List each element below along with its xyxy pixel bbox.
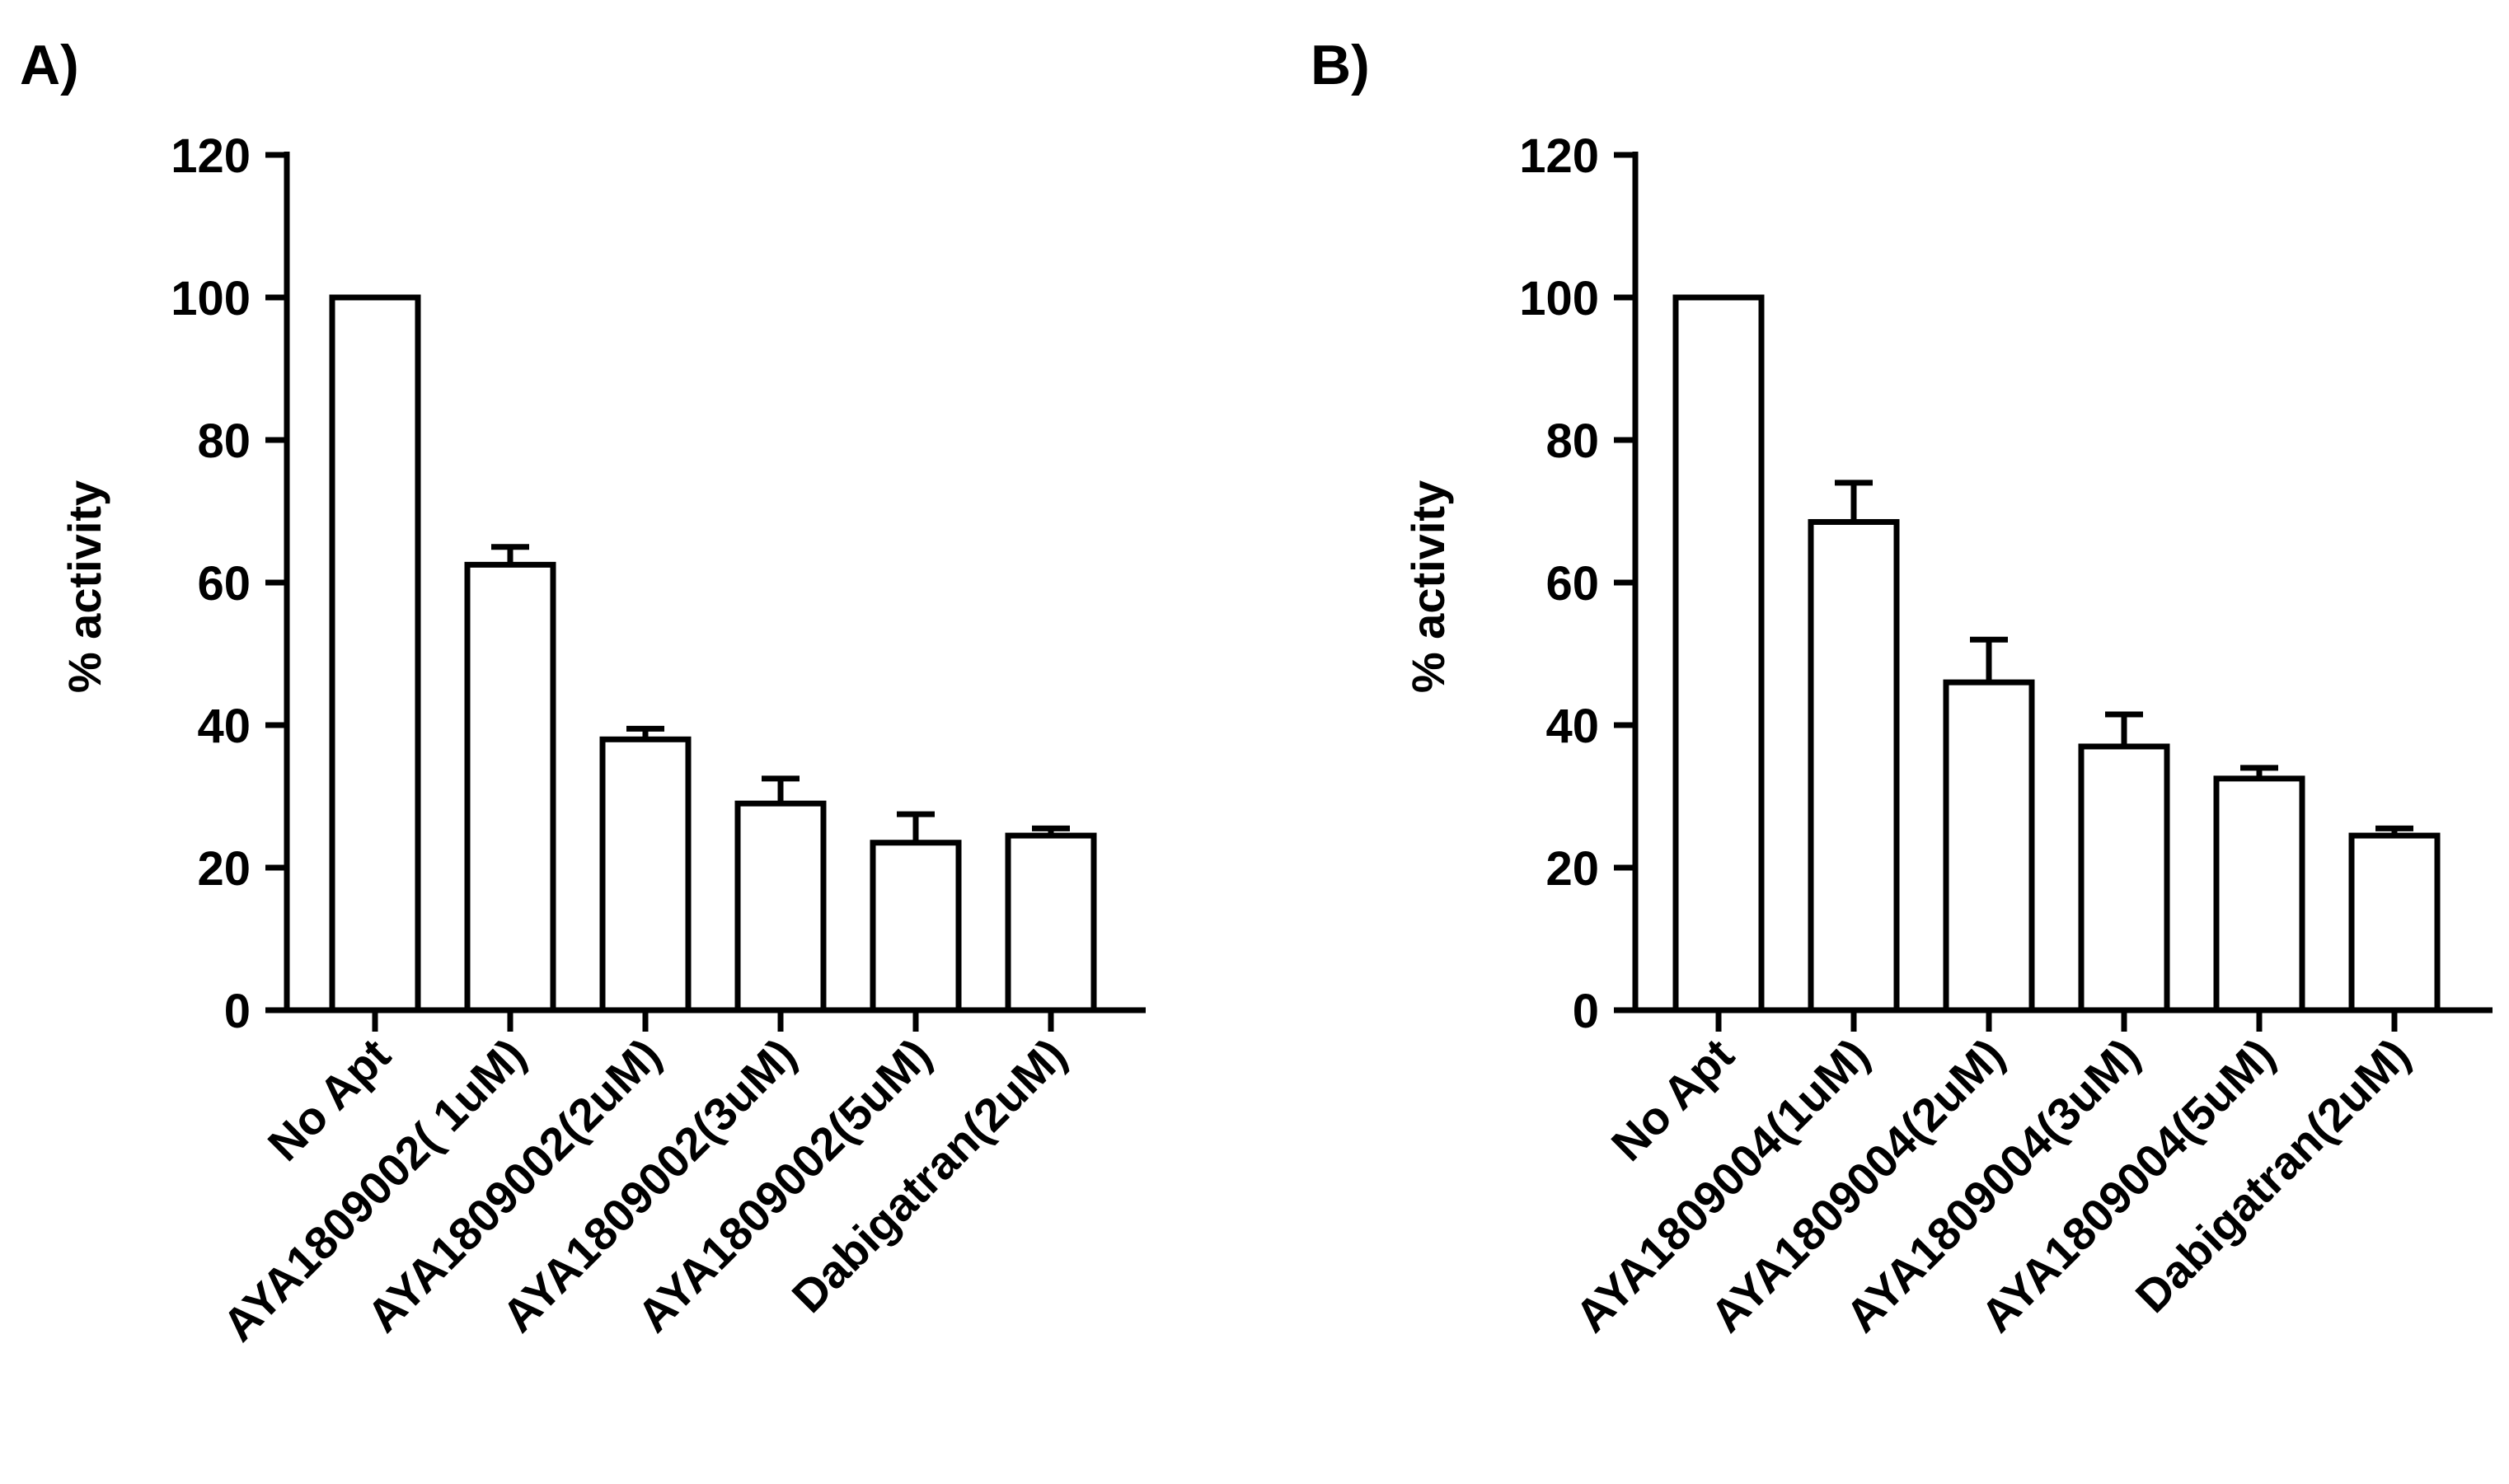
y-axis-title-b: % activity bbox=[1402, 480, 1454, 693]
y-tick-label-a: 0 bbox=[224, 985, 251, 1038]
y-tick-label-b: 40 bbox=[1545, 700, 1599, 753]
y-tick-label-b: 120 bbox=[1519, 129, 1599, 183]
y-tick-label-a: 20 bbox=[197, 842, 251, 896]
bar-b bbox=[1672, 294, 1765, 1014]
bar-a bbox=[1005, 832, 1097, 1014]
bar-b bbox=[1943, 679, 2035, 1014]
bar-a bbox=[734, 800, 827, 1014]
bar-b bbox=[1808, 518, 1900, 1014]
y-tick-label-b: 100 bbox=[1519, 272, 1599, 325]
y-tick-label-a: 80 bbox=[197, 414, 251, 468]
panel-label-b: B) bbox=[1311, 34, 1370, 96]
panel-label-a: A) bbox=[20, 34, 79, 96]
bar-a bbox=[464, 561, 556, 1014]
y-tick-label-b: 20 bbox=[1545, 842, 1599, 896]
bar-b bbox=[2078, 743, 2170, 1014]
bar-a bbox=[599, 736, 692, 1014]
y-tick-label-a: 60 bbox=[197, 557, 251, 611]
bar-b bbox=[2213, 775, 2305, 1014]
bar-a bbox=[870, 840, 962, 1014]
y-tick-label-b: 80 bbox=[1545, 414, 1599, 468]
y-tick-label-a: 40 bbox=[197, 700, 251, 753]
y-tick-label-b: 60 bbox=[1545, 557, 1599, 611]
bar-b bbox=[2348, 832, 2441, 1014]
bar-a bbox=[329, 294, 421, 1014]
y-tick-label-a: 100 bbox=[171, 272, 251, 325]
y-axis-title-a: % activity bbox=[59, 480, 110, 693]
y-tick-label-b: 0 bbox=[1573, 985, 1599, 1038]
y-tick-label-a: 120 bbox=[171, 129, 251, 183]
